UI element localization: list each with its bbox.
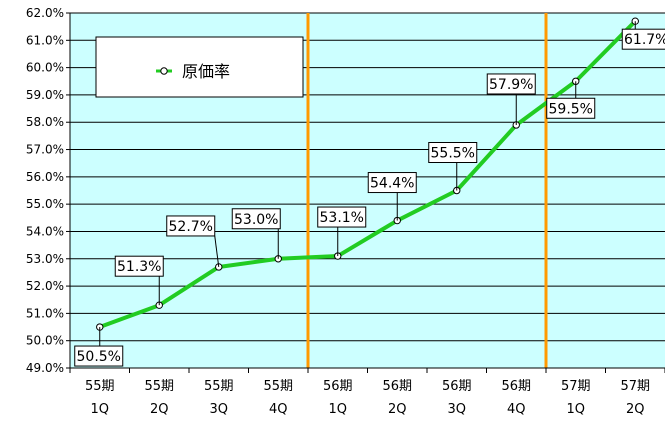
y-tick-label: 52.0% (26, 279, 64, 293)
x-tick-label-period: 55期 (144, 379, 174, 394)
data-label: 61.7% (624, 32, 665, 48)
period-dividers (306, 13, 548, 368)
x-tick-label-period: 55期 (85, 379, 115, 394)
y-tick-label: 49.0% (26, 361, 64, 375)
data-label-box (428, 142, 478, 163)
data-label-box (367, 172, 417, 194)
data-label: 53.1% (320, 210, 364, 226)
x-tick-label-period: 55期 (204, 379, 234, 394)
y-tick-labels: 49.0% 50.0% 51.0% 52.0% 53.0% 54.0% 55.0% 56.0%… (26, 6, 70, 375)
x-tick-label-period: 57期 (561, 379, 591, 394)
x-tick-label-period: 55期 (263, 379, 293, 394)
x-tick-label-quarter: 2Q (388, 402, 407, 417)
y-tick-label: 58.0% (26, 115, 64, 129)
data-label: 57.9% (489, 77, 533, 93)
legend: 原価率 (95, 36, 304, 98)
x-tick-label-quarter: 1Q (90, 402, 109, 417)
x-tick-label-quarter: 1Q (566, 402, 585, 417)
x-tick-label-period: 56期 (382, 379, 412, 394)
data-label-box (317, 206, 367, 228)
data-label-leader (214, 235, 220, 268)
y-tick-label: 61.0% (26, 33, 64, 47)
legend-marker-swatch (160, 67, 168, 75)
y-tick-label: 55.0% (26, 197, 64, 211)
y-tick-label: 57.0% (26, 143, 64, 157)
x-tick-label-period: 57期 (620, 379, 650, 394)
x-tick-label-quarter: 3Q (209, 402, 228, 417)
x-tick-label-quarter: 2Q (626, 402, 645, 417)
y-tick-label: 59.0% (26, 88, 64, 102)
y-tick-label: 56.0% (26, 170, 64, 184)
data-label: 52.7% (169, 219, 213, 235)
x-tick-label-period: 56期 (442, 379, 472, 394)
y-tick-label: 54.0% (26, 224, 64, 238)
x-tick-label-quarter: 4Q (507, 402, 526, 417)
data-label-box (486, 73, 536, 95)
data-label: 50.5% (77, 349, 121, 365)
x-tick-label-quarter: 1Q (328, 402, 347, 417)
data-label-box (231, 208, 281, 230)
data-label-box (114, 255, 164, 277)
legend-label: 原価率 (182, 62, 230, 81)
y-tick-label: 51.0% (26, 306, 64, 320)
gridlines (70, 12, 665, 342)
x-tick-label-period: 56期 (323, 379, 353, 394)
data-label-box (621, 28, 665, 50)
data-label-box (74, 345, 124, 367)
data-label: 59.5% (549, 101, 593, 117)
y-tick-label: 60.0% (26, 61, 64, 75)
data-label-box (166, 215, 216, 237)
x-tick-label-quarter: 2Q (150, 402, 169, 417)
y-tick-label: 62.0% (26, 6, 64, 20)
x-tick-label-period: 56期 (501, 379, 531, 394)
data-label: 51.3% (117, 259, 161, 275)
x-tick-label-quarter: 4Q (269, 402, 288, 417)
data-label: 53.0% (234, 212, 278, 228)
data-label: 55.5% (431, 146, 475, 162)
x-tick-label-quarter: 3Q (447, 402, 466, 417)
data-labels: 50.5% 51.3% 52.7% 53.0% 53.1% 54.4% 55.5% 57.9%… (74, 21, 665, 367)
y-tick-label: 50.0% (26, 334, 64, 348)
y-tick-label: 53.0% (26, 252, 64, 266)
data-label-box (546, 97, 596, 119)
x-tick-labels: 55期 1Q 55期 2Q 55期 3Q 55期 4Q 56期 1Q 56期 2Q 56期 3Q 56期 4Q… (69, 368, 665, 417)
legend-box (95, 36, 304, 98)
series-line-path (99, 19, 637, 329)
data-label: 54.4% (370, 176, 414, 192)
